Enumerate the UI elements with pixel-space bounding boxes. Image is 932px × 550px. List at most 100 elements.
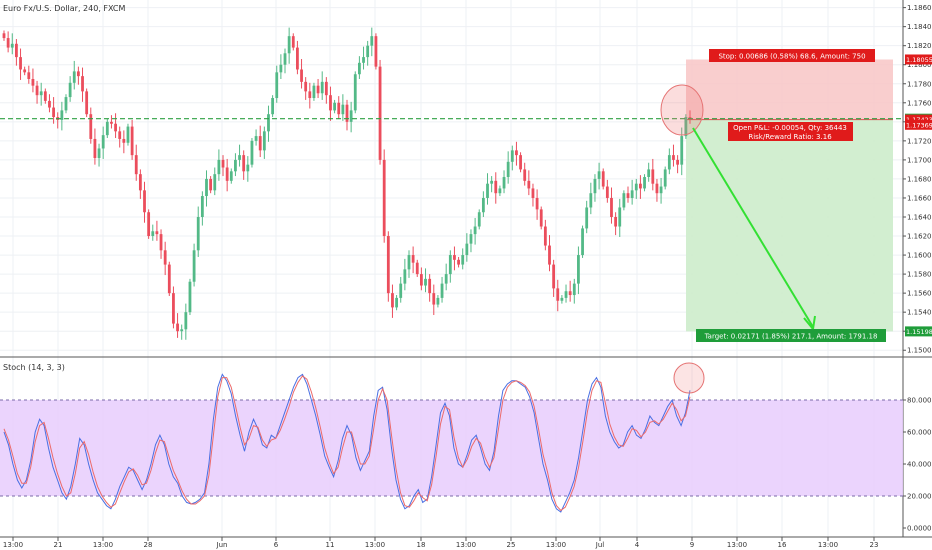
y-tick-label: 1.17600	[907, 99, 932, 107]
candle-body	[221, 159, 225, 168]
candle-body	[89, 114, 93, 139]
candle-body	[647, 169, 651, 178]
candle-body	[610, 197, 613, 217]
y-tick-label: 1.16600	[907, 194, 932, 202]
price-label-box	[905, 326, 932, 337]
highlight-circle	[660, 84, 704, 136]
candle-body	[242, 155, 246, 172]
candle-body	[14, 43, 18, 58]
candle-body	[564, 291, 568, 298]
candle-body	[147, 212, 151, 237]
candle-body	[577, 255, 580, 284]
candle-body	[143, 190, 146, 213]
candle-body	[122, 138, 126, 143]
candle-body	[217, 159, 221, 175]
stoch-tick-label: 20.0000	[907, 493, 932, 501]
candle-body	[618, 207, 622, 227]
price-label: 1.17369	[906, 121, 932, 129]
target-arrow	[692, 127, 814, 328]
candle-body	[324, 81, 328, 96]
candle-body	[333, 102, 337, 111]
y-tick-label: 1.17000	[907, 156, 932, 164]
candle-body	[138, 174, 142, 191]
candle-body	[254, 136, 258, 141]
candle-body	[399, 283, 403, 298]
candle-body	[362, 57, 365, 63]
candle-body	[2, 33, 6, 39]
candle-body	[35, 85, 39, 96]
x-tick-label: 13:00	[456, 541, 476, 549]
candle-body	[64, 97, 68, 111]
candle-body	[159, 234, 163, 251]
candle-body	[329, 95, 332, 111]
candle-body	[48, 100, 51, 108]
candle-body	[651, 169, 655, 184]
candle-body	[440, 283, 444, 298]
candle-body	[519, 155, 522, 170]
candle-body	[444, 274, 448, 284]
candle-body	[386, 236, 390, 294]
y-tick-label: 1.18000	[907, 61, 932, 69]
candle-body	[585, 207, 589, 229]
candle-body	[457, 259, 460, 265]
candle-body	[279, 64, 283, 73]
candle-body	[85, 91, 89, 115]
x-tick-label: 18	[417, 541, 426, 549]
candle-body	[556, 288, 560, 301]
candle-body	[663, 169, 667, 187]
x-tick-label: Jul	[595, 541, 605, 549]
candle-body	[688, 117, 692, 119]
candle-body	[411, 255, 415, 263]
candle-body	[176, 323, 179, 332]
candle-body	[531, 188, 535, 198]
candle-body	[634, 183, 638, 191]
candle-body	[527, 180, 531, 189]
candle-body	[382, 159, 386, 237]
candle-body	[27, 72, 31, 79]
candle-body	[205, 178, 208, 197]
candle-body	[192, 250, 196, 282]
stoch-tick-label: 60.0000	[907, 429, 932, 437]
candle-body	[568, 291, 572, 296]
y-tick-label: 1.18600	[907, 4, 932, 12]
candle-body	[502, 177, 506, 189]
candle-body	[180, 329, 184, 332]
stoch-highlight-circle	[673, 362, 705, 394]
candle-body	[407, 255, 411, 270]
x-tick-label: 13:00	[93, 541, 113, 549]
candle-body	[465, 243, 469, 256]
x-tick-label: 16	[778, 541, 787, 549]
candle-body	[548, 245, 551, 265]
open-label-box	[728, 122, 853, 141]
candle-body	[76, 71, 80, 77]
candle-body	[630, 190, 634, 198]
candle-body	[345, 104, 349, 122]
candle-body	[676, 159, 680, 165]
price-label: 1.15198	[906, 328, 932, 336]
candle-body	[659, 186, 663, 194]
candle-body	[43, 91, 47, 101]
candle-body	[209, 178, 213, 191]
x-tick-label: 13:00	[727, 541, 747, 549]
candle-body	[473, 226, 477, 235]
y-tick-label: 1.15400	[907, 309, 932, 317]
candle-body	[432, 293, 436, 305]
x-tick-label: Jun	[216, 541, 228, 549]
candle-body	[572, 283, 576, 296]
y-tick-label: 1.18400	[907, 23, 932, 31]
candle-body	[494, 180, 498, 194]
candle-body	[39, 91, 43, 96]
candle-body	[655, 183, 659, 194]
candle-body	[510, 150, 514, 162]
candle-body	[672, 155, 675, 160]
price-label-box	[905, 54, 932, 65]
x-tick-label: 13:00	[818, 541, 838, 549]
candle-body	[155, 231, 159, 235]
candle-body	[316, 85, 320, 94]
candle-body	[490, 180, 494, 184]
y-tick-label: 1.18200	[907, 42, 932, 50]
risk-reward-label: Risk/Reward Ratio: 3.16	[748, 133, 832, 141]
candle-body	[250, 140, 254, 165]
